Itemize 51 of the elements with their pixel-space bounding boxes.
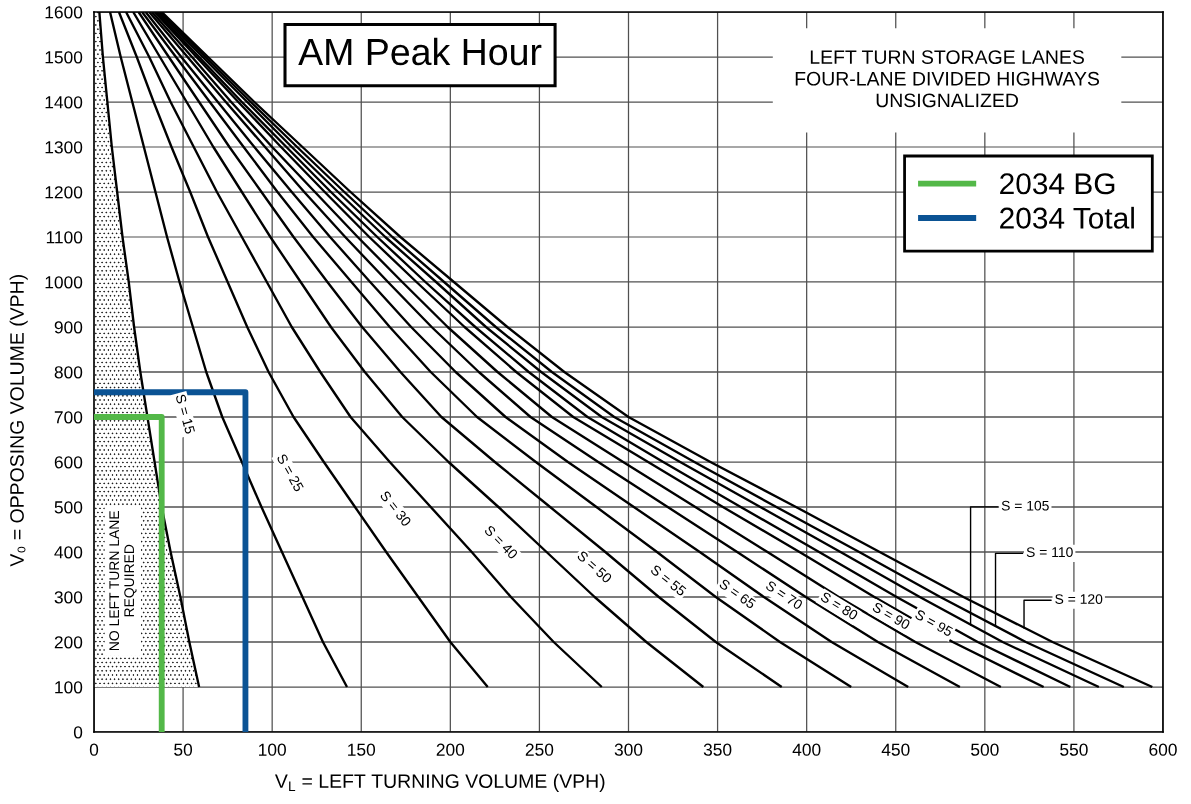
x-tick-label: 150 (348, 743, 376, 756)
y-tick-label: 300 (54, 591, 83, 604)
y-tick-label: 1100 (46, 231, 83, 244)
annotation: S = 40 (483, 524, 519, 560)
annotation: S = 25 (276, 453, 305, 493)
annotation: S = 120 (1055, 594, 1103, 604)
x-tick-label: 50 (174, 743, 193, 756)
x-tick-label: 350 (703, 743, 732, 756)
x-tick-label: 300 (614, 743, 643, 756)
annotation: S = 105 (1001, 500, 1049, 511)
x-tick-label: 400 (792, 743, 821, 756)
y-tick-label: 200 (54, 636, 83, 649)
annotation: S = 55 (649, 564, 687, 597)
annotation: S = 95 (914, 609, 954, 637)
annotation: S = 65 (718, 578, 757, 610)
annotation: S = 90 (871, 601, 911, 630)
annotation: S = 50 (576, 550, 613, 584)
y-tick-label: 0 (73, 726, 83, 739)
y-tick-label: 700 (54, 411, 83, 424)
x-tick-label: 500 (971, 743, 999, 756)
annotation: NO LEFT TURN LANE REQUIRED (109, 511, 137, 651)
x-tick-label: 450 (881, 743, 910, 756)
x-tick-label: 0 (89, 743, 99, 756)
annotation: S = 80 (819, 591, 859, 621)
annotation: S = 30 (379, 490, 412, 528)
y-tick-label: 1200 (45, 186, 83, 199)
y-tick-label: 100 (55, 681, 83, 694)
annotation: S = 70 (765, 580, 804, 611)
y-tick-label: 500 (54, 501, 83, 514)
x-tick-label: 550 (1060, 743, 1088, 756)
y-tick-label: 400 (54, 546, 83, 559)
y-tick-label: 1600 (45, 6, 83, 19)
x-axis-title: V$_{L}$ = LEFT TURNING VOLUME (VPH) (274, 773, 605, 792)
annotation: S = 110 (1026, 547, 1073, 558)
y-tick-label: 1000 (45, 276, 83, 289)
x-tick-label: 200 (436, 743, 465, 756)
text: LEFT TURN STORAGE LANES FOUR-LANE DIVIDED HIGHWAYS UNSIGNALIZED (795, 50, 1100, 108)
y-tick-label: 1300 (45, 141, 83, 154)
x-tick-label: 250 (525, 743, 554, 756)
y-tick-label: 800 (54, 366, 83, 379)
y-axis-title: V₀ = OPPOSING VOLUME (VPH) (9, 275, 28, 567)
annotation: S = 15 (175, 393, 196, 435)
legend-label: 2034 BG (1000, 173, 1115, 195)
y-tick-label: 1400 (45, 96, 83, 109)
y-tick-label: 900 (54, 321, 83, 334)
x-tick-label: 600 (1149, 743, 1177, 756)
text: AM Peak Hour (298, 37, 542, 66)
y-tick-label: 600 (54, 456, 83, 469)
x-tick-label: 100 (259, 743, 286, 756)
y-tick-label: 1500 (45, 51, 83, 64)
legend-label: 2034 Total (1000, 206, 1134, 229)
